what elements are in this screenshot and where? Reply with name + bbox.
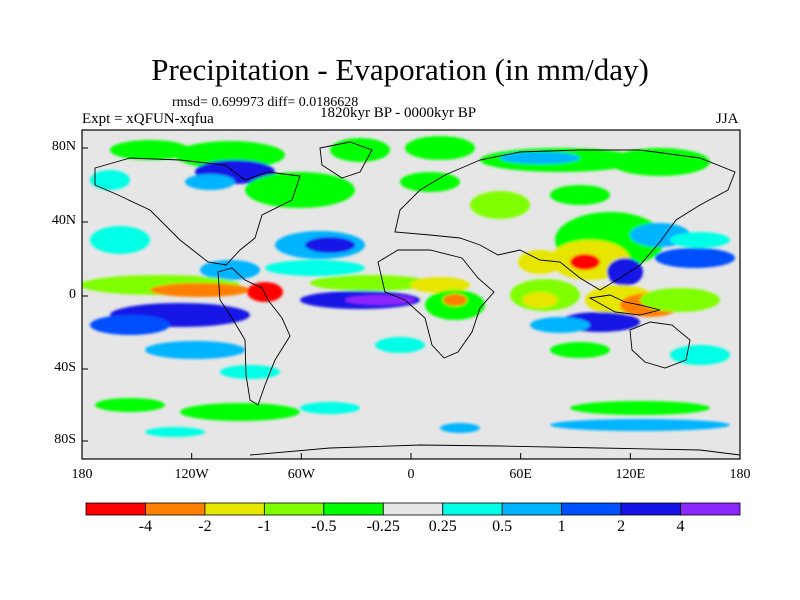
anomaly-patch [405,136,475,160]
lon-label: 120E [615,467,646,482]
anomaly-patch [310,275,430,291]
anomaly-patch [470,191,530,219]
coastline [94,157,301,266]
anomaly-patch [110,140,190,160]
colorbar-swatch [204,502,265,516]
lat-label: 40N [51,213,76,228]
anomaly-patch [550,419,730,431]
colorbar-label: 2 [617,518,626,535]
anomaly-patch [300,402,360,414]
anomaly-patch [550,342,610,358]
anomaly-patch [90,226,150,254]
colorbar-label: -0.5 [311,518,337,535]
colorbar-label: 0.25 [428,518,457,535]
lon-label: 60W [287,467,315,482]
stats-label: rmsd= 0.699973 diff= 0.0186628 [172,95,359,110]
experiment-label: Expt = xQFUN-xqfua [82,111,214,127]
anomaly-patch [440,423,480,433]
anomaly-patch [443,294,467,306]
period-label: 1820kyr BP - 0000kyr BP [320,105,477,121]
coastline [249,444,740,456]
lon-label: 60E [509,467,532,482]
lat-label: 80S [54,432,76,447]
anomaly-patch [185,174,235,190]
colorbar-swatch [501,502,563,516]
anomaly-patch [90,315,170,335]
lat-label: 40S [54,360,76,375]
colorbar-label: -2 [198,518,212,535]
anomaly-patch [200,260,260,280]
anomaly-patch [95,398,165,412]
anomaly-patch [375,337,425,353]
colorbar-label: -1 [257,518,272,535]
anomaly-patch [570,401,710,415]
colorbar-label: -4 [138,518,153,535]
anomaly-patch [330,138,390,162]
anomaly-patch [670,345,730,365]
coastline [629,321,691,369]
figure-title: Precipitation - Evaporation (in mm/day) [151,52,649,87]
anomaly-patch [640,288,720,312]
colorbar-swatch [442,502,503,516]
colorbar-label: -0.25 [366,518,400,535]
colorbar-swatch [145,502,206,516]
anomaly-patch [607,258,643,286]
anomaly-patch [220,365,280,379]
anomaly-patch [90,170,130,190]
anomaly-patch [247,282,283,302]
anomaly-patch [175,141,285,169]
colorbar-swatch [680,502,741,516]
colorbar-swatch [263,502,325,516]
anomaly-patch [550,185,610,205]
colorbar [85,502,741,516]
coastline [588,294,661,316]
anomaly-patch [150,283,250,297]
latitude-ticks [82,147,88,442]
anomaly-patch [265,260,365,276]
colorbar-label: 4 [676,518,685,535]
anomaly-patch [670,232,730,248]
lat-label: 0 [69,287,76,302]
anomaly-patch [305,237,355,253]
colorbar-swatch [561,502,622,516]
colorbar-swatch [382,502,444,516]
colorbar-swatch [85,502,146,516]
anomaly-patch [610,148,710,176]
lon-label: 180 [729,467,751,482]
anomaly-patch [518,250,562,274]
anomaly-patch [180,403,300,421]
colorbar-swatch [323,502,384,516]
coastline [319,141,373,179]
anomaly-patch [345,295,415,305]
lon-label: 180 [71,467,93,482]
lon-label: 0 [407,467,415,482]
anomaly-fields [82,136,740,456]
anomaly-patch [530,317,590,333]
coastlines [94,141,740,456]
lon-label: 120W [174,467,209,482]
anomaly-patch [570,254,600,270]
colorbar-label: 0.5 [492,518,513,535]
coastline [377,249,495,359]
colorbar-swatch [620,502,681,516]
coastline [394,149,736,291]
anomaly-patch [245,172,355,208]
longitude-ticks [81,453,741,459]
anomaly-patch [145,427,205,437]
coastline [217,267,291,406]
anomaly-patch [145,341,245,359]
anomaly-patch [522,292,558,308]
anomaly-patch [500,152,580,164]
season-label: JJA [716,111,739,127]
colorbar-label: 1 [557,518,566,535]
anomaly-patch [410,277,470,293]
anomaly-patch [655,248,735,268]
anomaly-patch [400,172,460,192]
lat-label: 80N [51,139,76,154]
